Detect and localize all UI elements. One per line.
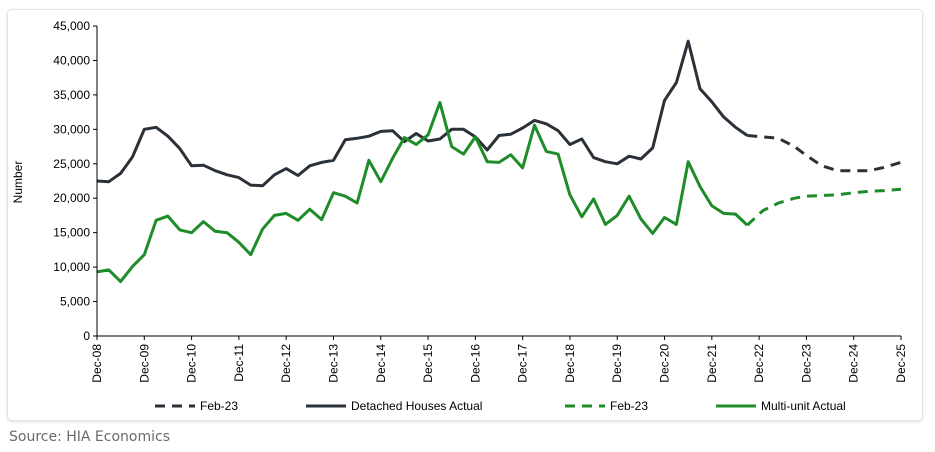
x-tick-label: Dec-22 — [752, 344, 766, 383]
y-tick-label: 0 — [83, 329, 90, 343]
plot-series-group — [96, 39, 902, 284]
y-tick-label: 40,000 — [53, 53, 90, 67]
x-tick-label: Dec-20 — [658, 344, 672, 383]
chart-svg: 0 5,000 10,000 15,000 20,000 25,000 30,000 35,0… — [11, 19, 908, 413]
x-tick-label: Dec-18 — [563, 344, 577, 383]
x-tick-label: Dec-25 — [894, 344, 908, 383]
x-tick-label: Dec-16 — [468, 344, 482, 383]
x-tick-label: Dec-09 — [137, 344, 151, 383]
x-tick-label: Dec-13 — [326, 344, 340, 383]
chart-card: 0 5,000 10,000 15,000 20,000 25,000 30,000 35,0… — [7, 9, 923, 421]
x-tick-label: Dec-15 — [421, 344, 435, 383]
x-tick-label: Dec-19 — [610, 344, 624, 383]
x-tick-label: Dec-23 — [799, 344, 813, 383]
series-line-actual-multi-unit — [96, 101, 749, 284]
y-tick-label: 5,000 — [60, 295, 90, 309]
y-tick-label: 30,000 — [53, 122, 90, 136]
legend-label: Detached Houses Actual — [351, 399, 482, 413]
x-tick-label: Dec-08 — [90, 344, 104, 383]
legend: Feb-23 Detached Houses Actual Feb-23 Multi-… — [155, 399, 846, 413]
source-note: Source: HIA Economics — [9, 429, 170, 445]
x-tick-label: Dec-11 — [232, 344, 246, 382]
x-tick-label: Dec-14 — [374, 344, 388, 383]
series-line-forecast-multi-unit — [746, 187, 902, 227]
x-tick-label: Dec-10 — [185, 344, 199, 383]
y-tick-label: 45,000 — [53, 19, 90, 33]
legend-label: Feb-23 — [610, 399, 648, 413]
x-tick-label: Dec-21 — [705, 344, 719, 383]
legend-label: Feb-23 — [200, 399, 238, 413]
legend-label: Multi-unit Actual — [761, 399, 846, 413]
axes-group: 0 5,000 10,000 15,000 20,000 25,000 30,000 35,0… — [53, 19, 908, 383]
series-line-forecast-detached — [747, 134, 902, 173]
y-tick-label: 25,000 — [53, 157, 90, 171]
y-tick-label: 35,000 — [53, 88, 90, 102]
series-line-actual-detached — [96, 39, 749, 188]
y-tick-label: 20,000 — [53, 191, 90, 205]
x-tick-label: Dec-24 — [847, 344, 861, 383]
y-tick-label: 10,000 — [53, 260, 90, 274]
y-axis-label: Number — [11, 161, 25, 204]
x-tick-label: Dec-12 — [279, 344, 293, 383]
x-tick-label: Dec-17 — [516, 344, 530, 383]
y-tick-label: 15,000 — [53, 226, 90, 240]
